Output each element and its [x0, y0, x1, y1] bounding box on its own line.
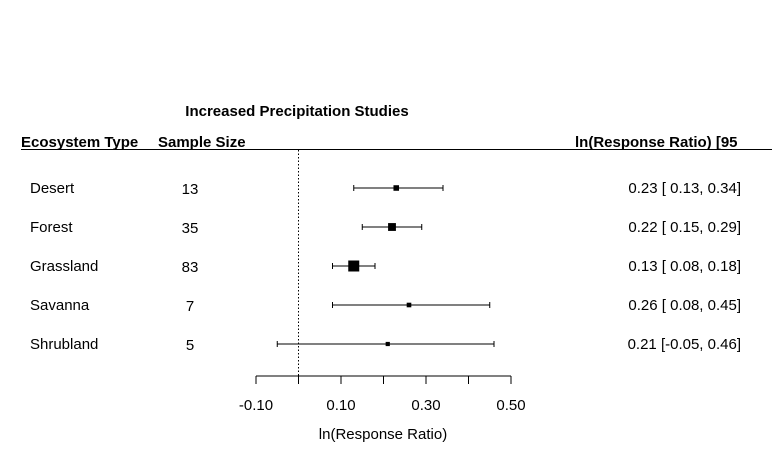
header-estimate: ln(Response Ratio) [95 — [575, 134, 738, 151]
x-tick-label: 0.50 — [496, 397, 525, 414]
rows-layer: Desert 13 0.23 [ 0.13, 0.34] Forest 35 0.22 [… — [30, 150, 741, 384]
sample-size-value: 13 — [182, 181, 199, 198]
header-ecosystem: Ecosystem Type — [21, 134, 138, 151]
ecosystem-label: Grassland — [30, 258, 98, 275]
estimate-ci-text: 0.26 [ 0.08, 0.45] — [628, 297, 741, 314]
point-estimate — [388, 223, 396, 231]
estimate-ci-text: 0.23 [ 0.13, 0.34] — [628, 180, 741, 197]
ecosystem-label: Desert — [30, 180, 75, 197]
x-axis-label: ln(Response Ratio) — [319, 426, 447, 443]
ecosystem-label: Forest — [30, 219, 73, 236]
forest-row: Grassland 83 0.13 [ 0.08, 0.18] — [30, 258, 741, 276]
sample-size-value: 5 — [186, 337, 194, 354]
point-estimate — [385, 341, 390, 347]
x-tick-label: 0.10 — [326, 397, 355, 414]
x-axis: -0.10 0.10 0.30 0.50 — [239, 375, 526, 414]
point-estimate — [393, 185, 400, 191]
point-estimate — [348, 260, 360, 272]
forest-row: Shrubland 5 0.21 [-0.05, 0.46] — [30, 336, 741, 354]
forest-row: Forest 35 0.22 [ 0.15, 0.29] — [30, 219, 741, 237]
estimate-ci-text: 0.22 [ 0.15, 0.29] — [628, 219, 741, 236]
estimate-ci-text: 0.13 [ 0.08, 0.18] — [628, 258, 741, 275]
sample-size-value: 83 — [182, 259, 199, 276]
chart-title: Increased Precipitation Studies — [185, 103, 408, 120]
forest-row: Desert 13 0.23 [ 0.13, 0.34] — [30, 180, 741, 198]
sample-size-value: 7 — [186, 298, 194, 315]
forest-row: Savanna 7 0.26 [ 0.08, 0.45] — [30, 297, 741, 315]
x-tick-label: -0.10 — [239, 397, 273, 414]
point-estimate — [406, 302, 412, 308]
x-tick-label: 0.30 — [411, 397, 440, 414]
ecosystem-label: Shrubland — [30, 336, 98, 353]
sample-size-value: 35 — [182, 220, 199, 237]
ecosystem-label: Savanna — [30, 297, 90, 314]
estimate-ci-text: 0.21 [-0.05, 0.46] — [628, 336, 741, 353]
header-sample-size: Sample Size — [158, 134, 246, 151]
